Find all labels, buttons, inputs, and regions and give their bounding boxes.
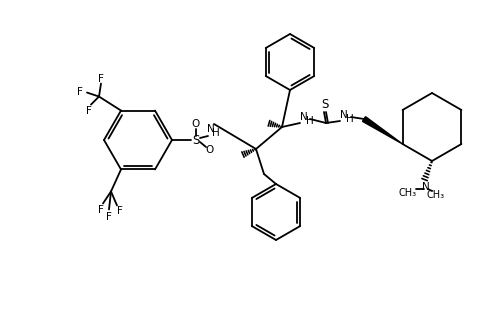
Text: N: N (422, 182, 430, 192)
Text: F: F (77, 86, 83, 96)
Text: F: F (98, 74, 104, 84)
Text: H: H (306, 116, 314, 126)
Text: H: H (212, 128, 220, 138)
Text: CH₃: CH₃ (399, 188, 417, 198)
Text: F: F (98, 205, 104, 216)
Text: F: F (117, 207, 123, 217)
Text: N: N (300, 112, 308, 122)
Text: N: N (340, 110, 348, 120)
Text: F: F (86, 105, 92, 115)
Text: F: F (106, 212, 112, 222)
Text: H: H (346, 114, 354, 124)
Text: S: S (192, 134, 200, 147)
Text: O: O (192, 119, 200, 129)
Text: S: S (322, 97, 329, 110)
Text: N: N (207, 124, 215, 134)
Text: CH₃: CH₃ (427, 190, 445, 200)
Text: O: O (206, 145, 214, 155)
Polygon shape (362, 117, 403, 144)
